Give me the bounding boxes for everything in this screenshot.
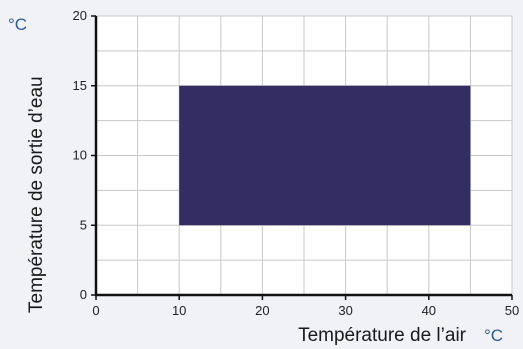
x-tick-label: 40	[422, 303, 436, 318]
x-tick-label: 30	[338, 303, 352, 318]
y-tick-label: 10	[73, 148, 87, 163]
axes	[91, 15, 513, 300]
operating-regions	[179, 85, 471, 226]
y-axis-title: Température de sortie d’eau	[26, 76, 47, 313]
x-tick-label: 10	[172, 303, 186, 318]
y-axis-unit: °C	[8, 15, 27, 34]
tick-labels: 0 10 20 30 40 50 0 5 10 15 20	[73, 8, 520, 318]
x-tick-label: 20	[255, 303, 269, 318]
y-tick-label: 0	[80, 287, 87, 302]
x-tick-label: 50	[505, 303, 519, 318]
operating-region-0	[179, 85, 471, 226]
y-tick-label: 5	[80, 217, 87, 232]
y-tick-label: 15	[73, 78, 87, 93]
y-tick-label: 20	[73, 8, 87, 23]
x-tick-label: 0	[92, 303, 99, 318]
x-axis-unit: °C	[484, 326, 503, 345]
x-axis-title: Température de l’air	[298, 325, 467, 346]
